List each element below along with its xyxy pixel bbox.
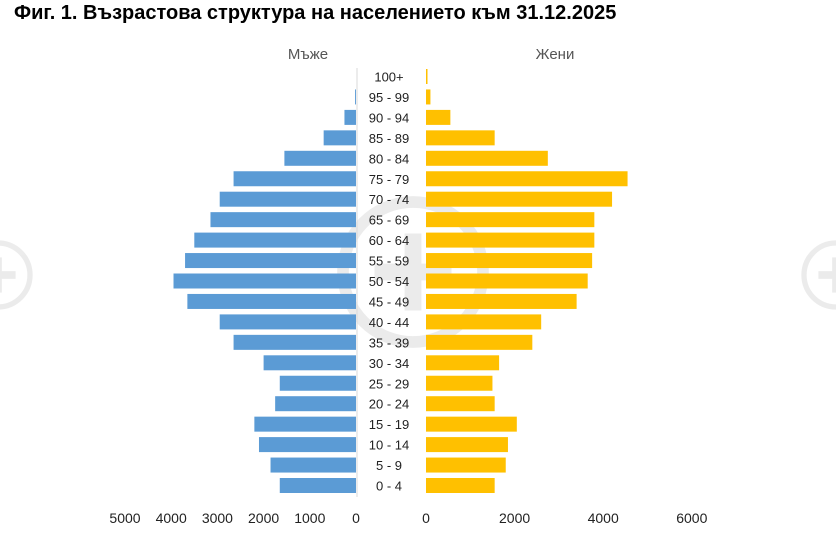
age-group-label: 90 - 94 bbox=[369, 110, 409, 125]
age-group-label: 5 - 9 bbox=[376, 458, 402, 473]
female-bar bbox=[426, 130, 495, 146]
age-group-label: 80 - 84 bbox=[369, 151, 409, 166]
male-bars bbox=[173, 89, 356, 493]
watermark-logo bbox=[801, 240, 836, 310]
male-bar bbox=[185, 253, 356, 269]
female-bar bbox=[426, 109, 451, 125]
female-bar bbox=[426, 437, 508, 453]
age-group-label: 50 - 54 bbox=[369, 274, 409, 289]
x-tick-label: 3000 bbox=[202, 510, 233, 526]
male-bar bbox=[233, 334, 356, 350]
x-tick-label: 0 bbox=[422, 510, 430, 526]
age-group-label: 60 - 64 bbox=[369, 233, 409, 248]
female-bar bbox=[426, 355, 500, 371]
age-group-label: 65 - 69 bbox=[369, 213, 409, 228]
x-tick-label: 0 bbox=[352, 510, 360, 526]
female-bar bbox=[426, 416, 517, 432]
male-bar bbox=[194, 232, 356, 248]
male-bar bbox=[173, 273, 356, 289]
age-group-labels: 100+ 95 - 99 90 - 94 85 - 89 80 - 84 75 - 79 7… bbox=[369, 70, 409, 494]
female-bar bbox=[426, 212, 595, 228]
age-group-label: 100+ bbox=[374, 70, 403, 85]
male-bar bbox=[279, 478, 356, 493]
male-bar bbox=[219, 314, 356, 330]
male-bar bbox=[254, 416, 356, 432]
female-series-label: Жени bbox=[536, 46, 575, 63]
male-bar bbox=[233, 171, 356, 187]
x-tick-label: 6000 bbox=[676, 510, 707, 526]
age-group-label: 95 - 99 bbox=[369, 90, 409, 105]
watermark-logo bbox=[0, 240, 33, 310]
male-bar bbox=[284, 150, 356, 166]
watermark-logos bbox=[0, 196, 836, 348]
male-bar bbox=[219, 191, 356, 207]
male-bar bbox=[344, 109, 356, 125]
x-tick-label: 2000 bbox=[248, 510, 279, 526]
female-bar bbox=[426, 478, 495, 493]
female-bar bbox=[426, 253, 593, 269]
x-tick-label: 1000 bbox=[294, 510, 325, 526]
female-bar bbox=[426, 293, 577, 309]
age-group-label: 35 - 39 bbox=[369, 335, 409, 350]
female-bar bbox=[426, 150, 548, 166]
female-bar bbox=[426, 69, 428, 84]
female-bar bbox=[426, 273, 588, 289]
female-bar bbox=[426, 171, 628, 187]
male-bar bbox=[187, 293, 356, 309]
age-group-label: 0 - 4 bbox=[376, 479, 402, 494]
female-axis-ticks: 0 2000 4000 6000 bbox=[422, 510, 707, 526]
female-bar bbox=[426, 232, 595, 248]
male-bar bbox=[323, 130, 356, 146]
male-bar bbox=[263, 355, 356, 371]
x-tick-label: 4000 bbox=[588, 510, 619, 526]
male-bar bbox=[355, 89, 356, 105]
male-axis-ticks: 5000 4000 3000 2000 1000 0 bbox=[109, 510, 360, 526]
age-group-label: 30 - 34 bbox=[369, 356, 409, 371]
age-group-label: 40 - 44 bbox=[369, 315, 409, 330]
male-bar bbox=[275, 396, 356, 412]
age-group-label: 75 - 79 bbox=[369, 172, 409, 187]
x-tick-label: 5000 bbox=[109, 510, 140, 526]
chart-title: Фиг. 1. Възрастова структура на населени… bbox=[14, 2, 617, 24]
female-bar bbox=[426, 457, 506, 473]
female-bar bbox=[426, 396, 495, 412]
age-group-label: 20 - 24 bbox=[369, 397, 409, 412]
female-bar bbox=[426, 89, 431, 105]
female-bar bbox=[426, 314, 542, 330]
male-bar bbox=[258, 437, 356, 453]
male-series-label: Мъже bbox=[288, 46, 328, 63]
age-group-label: 10 - 14 bbox=[369, 438, 409, 453]
male-bar bbox=[279, 375, 356, 391]
x-tick-label: 2000 bbox=[499, 510, 530, 526]
age-group-label: 85 - 89 bbox=[369, 131, 409, 146]
age-group-label: 25 - 29 bbox=[369, 376, 409, 391]
female-bar bbox=[426, 375, 493, 391]
male-bar bbox=[210, 212, 356, 228]
female-bar bbox=[426, 334, 533, 350]
male-bar bbox=[270, 457, 356, 473]
age-group-label: 55 - 59 bbox=[369, 254, 409, 269]
female-bars bbox=[426, 69, 628, 493]
age-group-label: 70 - 74 bbox=[369, 192, 409, 207]
x-tick-label: 4000 bbox=[156, 510, 187, 526]
age-group-label: 45 - 49 bbox=[369, 294, 409, 309]
age-group-label: 15 - 19 bbox=[369, 417, 409, 432]
female-bar bbox=[426, 191, 613, 207]
